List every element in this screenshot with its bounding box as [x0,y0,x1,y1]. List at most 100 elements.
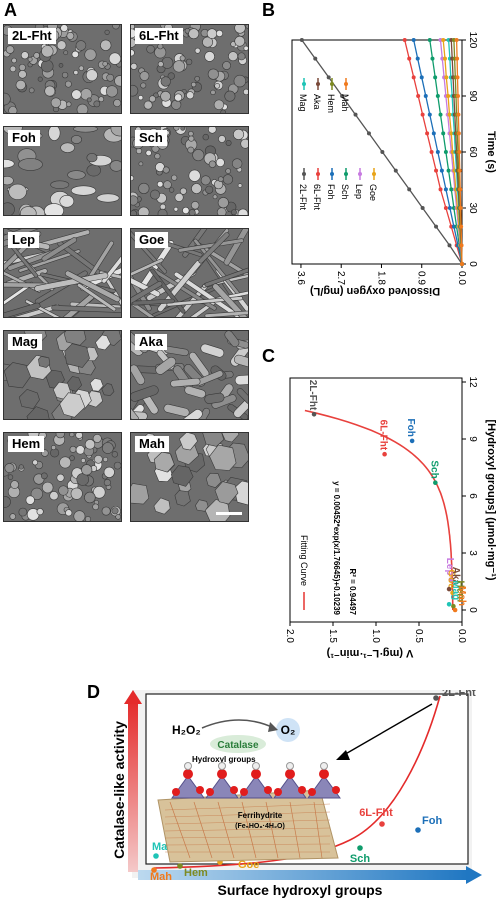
hydrogen-atom [252,762,260,770]
legend-label: Sch [340,184,350,200]
h2o2-label: H₂O₂ [172,723,201,737]
oxygen-atom [285,769,295,779]
oxygen-atom [206,788,214,796]
activity-curve [153,695,441,869]
point-label: Hem [454,581,465,603]
legend-dot [358,172,362,176]
x-axis-title: Surface hydroxyl groups [218,882,383,898]
reaction-arrow [201,719,275,729]
sem-image: Sch [130,126,249,216]
data-point [313,56,318,61]
catalase-badge [210,735,266,753]
sem-label: Lep [8,232,40,248]
y-tick-label: 3.6 [295,271,306,285]
y-tick-label: 0.0 [456,629,467,643]
sem-image: Lep [3,228,122,318]
data-point [407,56,412,61]
y-tick-label: 0.5 [413,629,424,643]
pointer-arrow [341,703,433,757]
point-label: Hem [184,867,208,879]
data-point [458,206,463,210]
sem-label: Goe [135,232,169,248]
data-point [459,243,464,248]
data-point [427,38,432,42]
reaction-arrow-head [268,722,278,732]
y-arrow-head [124,690,142,704]
legend-dot [344,172,348,176]
legend-label: Foh [326,184,336,200]
data-point [340,94,345,98]
point-label: Aka [450,567,461,586]
point-label: Mah [150,871,172,883]
point-label: Foh [405,419,416,437]
slab-line [193,801,213,859]
data-point [431,131,436,136]
data-point [402,38,407,42]
x-tick-label: 12 [467,376,478,388]
point-label: Goe [446,569,457,589]
legend-label: Goe [368,184,378,201]
data-point [446,168,451,173]
formula-label: (Fe₅HO₈·4H₂O) [235,823,285,830]
y-tick-label: 1.8 [375,271,386,285]
sem-image: Foh [3,126,122,216]
point-label: 2L-Fht [442,690,476,699]
oxygen-atom [308,788,316,796]
x-tick-label: 3 [467,550,478,556]
velocity-hydroxyl-chart: 0 3 6 9 12 0.0 0.5 1.0 1.5 2.0 [Hydroxyl groups] (… [284,376,497,659]
slab-line [164,827,331,832]
data-point [443,56,447,61]
data-point [441,131,446,136]
y-tick-label: 0.0 [456,271,467,285]
oxygen-atom [251,769,261,779]
point-label: Mah [456,586,467,606]
x-tick-label: 60 [467,146,478,158]
y-tick-label: 2.0 [284,629,295,643]
data-point [449,131,454,136]
data-point [326,75,331,80]
sem-label: Aka [135,334,167,350]
point-label: Goe [238,859,259,871]
legend-dot [330,172,334,176]
data-point [366,131,371,136]
legend-label: 2L-Fht [298,184,308,211]
data-point [449,187,454,192]
slab-line [164,803,331,811]
octahedron [171,775,205,799]
y-tick-label: 2.7 [335,271,346,285]
octahedron [273,775,307,799]
point-label: Foh [422,815,442,827]
data-point [177,863,183,869]
data-point [457,150,462,154]
oxygen-atom [183,769,193,779]
data-point [441,38,446,42]
oxygen-atom [217,769,227,779]
y-tick-label: 0.9 [416,271,427,285]
data-point [429,150,434,154]
oxygen-atom [172,788,180,796]
x-tick-label: 120 [467,32,478,49]
data-point [455,56,460,61]
legend-dot [330,82,334,86]
slab-line [169,801,191,859]
legend-label: Lep [354,184,364,199]
data-point [411,75,416,80]
scale-bar [216,512,242,515]
data-point [299,38,304,42]
x-tick-label: 9 [467,436,478,442]
data-point [455,75,460,80]
x-tick-label: 0 [467,261,478,267]
legend-label: Mag [298,94,308,112]
sem-label: Hem [8,436,45,452]
catalase-schematic: Catalase-like activity Surface hydroxyl g… [111,690,482,898]
octahedron [307,775,341,799]
x-tick-label: 6 [467,493,478,499]
x-tick-label: 90 [467,90,478,102]
y-tick-label: 1.0 [370,629,381,643]
data-point [457,168,462,173]
data-point [407,187,412,192]
slab-line [289,801,301,859]
data-point [447,243,452,248]
sem-image: 2L-Fht [3,24,122,114]
data-point [433,695,439,701]
